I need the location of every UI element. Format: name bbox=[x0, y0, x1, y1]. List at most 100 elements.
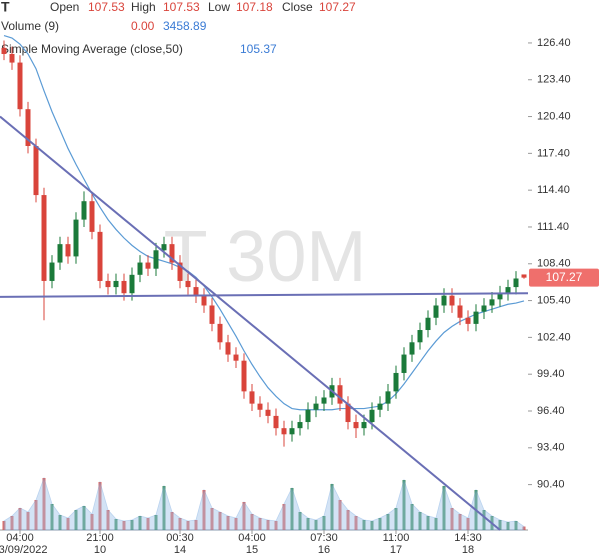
candle-body bbox=[465, 317, 471, 324]
x-tick-time: 07:30 bbox=[310, 532, 338, 544]
volume-bar bbox=[466, 518, 470, 530]
open-value: 107.53 bbox=[88, 0, 125, 14]
candle-body bbox=[273, 415, 279, 429]
candle-body bbox=[17, 62, 23, 110]
candle-body bbox=[505, 287, 511, 294]
candle-body bbox=[473, 311, 479, 324]
candle-body bbox=[393, 372, 399, 392]
candle-body bbox=[73, 219, 79, 257]
volume-bar bbox=[410, 504, 414, 530]
candle-body bbox=[1, 47, 7, 54]
y-tick-label: 120.40 bbox=[537, 110, 571, 122]
volume-label: Volume (9) bbox=[1, 19, 59, 33]
candle-body bbox=[33, 145, 39, 196]
candle-body bbox=[193, 287, 199, 296]
volume-bar bbox=[282, 504, 286, 530]
candle-body bbox=[177, 262, 183, 281]
candle-body bbox=[161, 244, 167, 251]
x-tick-date: 17 bbox=[390, 544, 402, 556]
volume-bar bbox=[338, 500, 342, 530]
volume-bar bbox=[58, 515, 62, 530]
x-tick-time: 21:00 bbox=[86, 532, 114, 544]
candle-body bbox=[105, 280, 111, 288]
volume-bar bbox=[90, 514, 94, 530]
candle-body bbox=[121, 280, 127, 294]
volume-ma-value: 3458.89 bbox=[163, 19, 207, 33]
volume-bar bbox=[114, 519, 118, 530]
volume-bar bbox=[162, 486, 166, 530]
volume-bar bbox=[34, 500, 38, 530]
low-label: Low bbox=[208, 0, 230, 14]
candle-body bbox=[385, 391, 391, 404]
y-tick-label: 99.40 bbox=[537, 368, 565, 380]
volume-bar bbox=[242, 502, 246, 530]
candle-body bbox=[265, 409, 271, 416]
volume-bar bbox=[514, 521, 518, 530]
candle-body bbox=[249, 391, 255, 404]
volume-bar bbox=[42, 478, 46, 530]
candle-body bbox=[353, 422, 359, 429]
volume-bar bbox=[10, 516, 14, 530]
volume-bar bbox=[122, 521, 126, 530]
candle-body bbox=[513, 278, 519, 288]
candle-body bbox=[489, 299, 495, 306]
volume-bar bbox=[378, 518, 382, 530]
candle-body bbox=[25, 109, 31, 146]
x-tick-date: 15 bbox=[246, 544, 258, 556]
volume-bar bbox=[266, 520, 270, 530]
close-value: 107.27 bbox=[319, 0, 356, 14]
y-tick-label: 90.40 bbox=[537, 479, 565, 491]
high-label: High bbox=[131, 0, 156, 14]
volume-bar bbox=[274, 521, 278, 530]
volume-bar bbox=[98, 482, 102, 530]
candle-body bbox=[345, 403, 351, 423]
candle-body bbox=[9, 53, 15, 63]
volume-bar bbox=[170, 512, 174, 530]
volume-bar bbox=[178, 518, 182, 530]
volume-bar bbox=[506, 522, 510, 530]
candle-body bbox=[217, 323, 223, 343]
candle-body bbox=[241, 360, 247, 392]
volume-bar bbox=[218, 512, 222, 530]
x-tick-time: 14:30 bbox=[454, 532, 482, 544]
candle-body bbox=[425, 317, 431, 331]
sma-label: Simple Moving Average (close,50) bbox=[1, 42, 183, 56]
candle-body bbox=[377, 403, 383, 410]
candle-body bbox=[209, 305, 215, 324]
x-tick-time: 00:30 bbox=[166, 532, 194, 544]
price-tag bbox=[529, 268, 599, 287]
candle-body bbox=[225, 342, 231, 355]
volume-area bbox=[3, 476, 525, 531]
candle-body bbox=[289, 428, 295, 435]
candle-body bbox=[113, 280, 119, 288]
volume-bar bbox=[322, 516, 326, 530]
volume-bar bbox=[362, 520, 366, 530]
x-tick-time: 11:00 bbox=[383, 532, 410, 544]
volume-bar bbox=[154, 515, 158, 530]
candle-body bbox=[49, 262, 55, 281]
volume-bar bbox=[346, 510, 350, 530]
candle-body bbox=[361, 422, 367, 429]
volume-bar bbox=[418, 512, 422, 530]
volume-bar bbox=[330, 484, 334, 530]
volume-bar bbox=[402, 480, 406, 530]
volume-bar bbox=[450, 508, 454, 530]
y-tick-label: 117.40 bbox=[537, 147, 570, 159]
volume-bar bbox=[354, 516, 358, 530]
candle-body bbox=[369, 409, 375, 423]
y-tick-label: 96.40 bbox=[537, 405, 565, 417]
sma-value: 105.37 bbox=[240, 42, 277, 56]
volume-bar bbox=[290, 488, 294, 530]
x-tick-time: 04:00 bbox=[6, 532, 34, 544]
volume-bar bbox=[82, 506, 86, 530]
volume-bar bbox=[522, 526, 526, 530]
x-tick-time: 04:00 bbox=[238, 532, 266, 544]
y-tick-label: 114.40 bbox=[537, 184, 570, 196]
candle-body bbox=[457, 305, 463, 318]
volume-bar bbox=[306, 518, 310, 530]
volume-bar bbox=[386, 514, 390, 530]
candle-body bbox=[305, 409, 311, 423]
candle-body bbox=[41, 195, 47, 281]
volume-bar bbox=[482, 510, 486, 530]
high-value: 107.53 bbox=[163, 0, 200, 14]
